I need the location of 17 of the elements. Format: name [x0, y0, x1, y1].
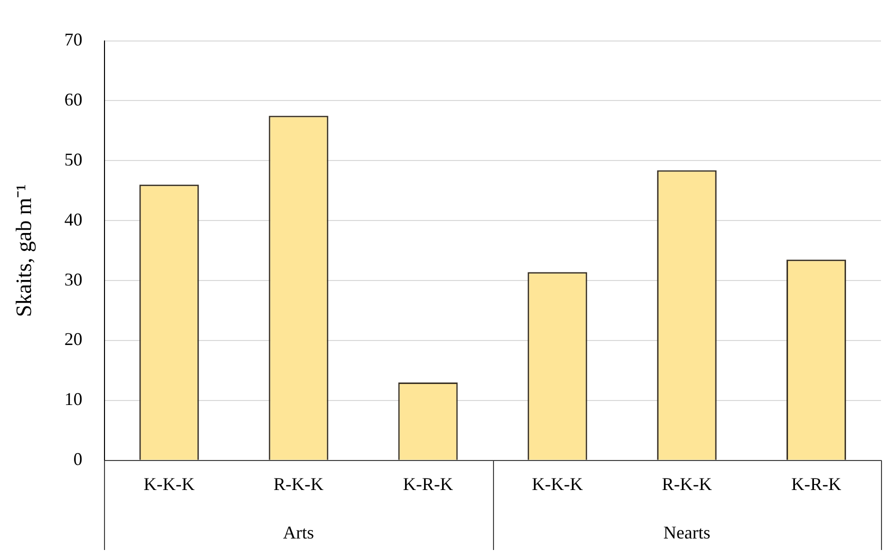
y-tick-label: 30	[64, 269, 82, 290]
x-tick-label: K-R-K	[402, 474, 453, 494]
x-tick-label: R-K-K	[662, 474, 712, 494]
y-tick-label: 10	[64, 389, 82, 410]
x-tick-label: K-K-K	[532, 474, 583, 494]
y-tick-label: 20	[64, 329, 82, 350]
y-tick-label: 0	[73, 449, 82, 470]
x-tick-label: K-R-K	[791, 474, 842, 494]
y-tick-label: 60	[64, 89, 82, 110]
y-tick-label: 40	[64, 209, 82, 230]
y-tick-label: 50	[64, 149, 82, 170]
x-tick-label: R-K-K	[274, 474, 324, 494]
x-tick-label: K-K-K	[144, 474, 195, 494]
y-tick-label: 70	[64, 30, 82, 50]
y-axis-title: Skaits, gab m⁻¹	[10, 184, 36, 317]
text: Nearts	[663, 522, 710, 543]
text: Arts	[283, 522, 314, 543]
